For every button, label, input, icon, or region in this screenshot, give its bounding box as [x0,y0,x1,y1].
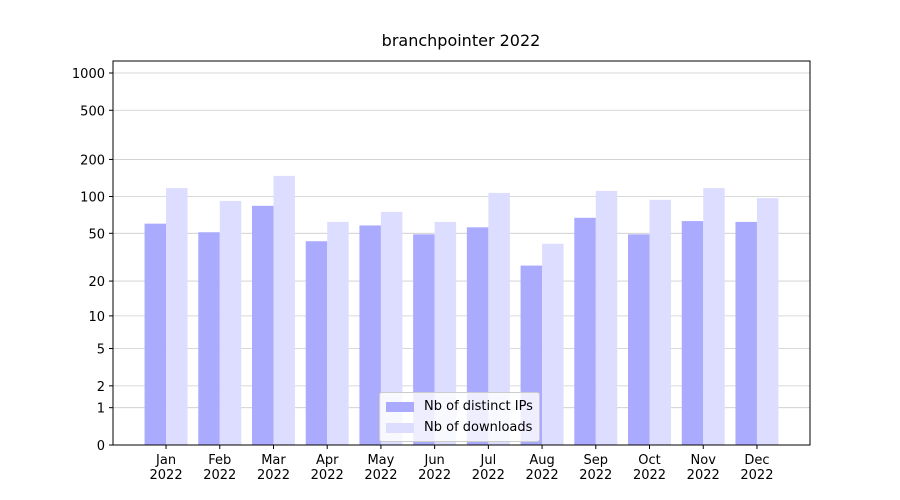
plot-frame [112,60,811,446]
y-tick-label: 1000 [72,67,105,82]
bar [735,221,757,445]
bar [574,217,596,445]
y-tick-label: 200 [80,153,105,168]
bar [219,200,242,445]
bar [144,223,167,445]
legend-item: Nb of downloads [386,417,533,438]
x-tick-label: Feb 2022 [203,453,237,483]
x-tick-label: Jun 2022 [418,453,452,483]
legend-item: Nb of distinct IPs [386,396,533,417]
y-tick-label: 5 [97,343,105,358]
x-tick-label: Oct 2022 [632,453,667,483]
legend-swatch [386,422,414,433]
y-tick-label: 0 [97,439,105,454]
bar [380,211,403,445]
x-tick-label: Aug 2022 [525,453,559,483]
y-tick-label: 2 [97,380,105,395]
bar [703,188,725,445]
bar [359,225,381,445]
y-tick-label: 50 [88,227,105,242]
y-tick-label: 1 [97,402,105,417]
bar [756,198,779,445]
legend: Nb of distinct IPs Nb of downloads [379,392,540,442]
x-tick-label: Jul 2022 [471,453,505,483]
bar [681,221,704,445]
bar [305,241,328,445]
x-tick-label: May 2022 [364,453,398,483]
bar [595,190,618,445]
y-tick-label: 20 [88,275,105,290]
bar [251,205,274,445]
x-tick-label: Jan 2022 [149,453,183,483]
bar [434,221,457,445]
chart-title: branchpointer 2022 [382,31,541,50]
x-tick-label: Mar 2022 [256,453,291,483]
x-tick-label: Sep 2022 [579,453,613,483]
bar [198,232,220,445]
legend-label: Nb of distinct IPs [424,399,533,414]
bar [628,234,650,445]
bar [488,192,510,445]
x-tick-label: Apr 2022 [310,453,344,483]
bar [273,175,295,446]
legend-swatch [386,401,414,412]
legend-label: Nb of downloads [424,420,533,435]
bar [327,221,349,445]
y-tick-label: 100 [80,191,105,206]
x-tick-label: Dec 2022 [740,453,774,483]
x-tick-label: Nov 2022 [686,453,720,483]
bar [166,188,188,445]
bar [649,199,672,445]
bar [542,243,564,445]
y-tick-label: 10 [88,310,105,325]
bar [466,227,489,445]
y-tick-label: 500 [80,104,105,119]
